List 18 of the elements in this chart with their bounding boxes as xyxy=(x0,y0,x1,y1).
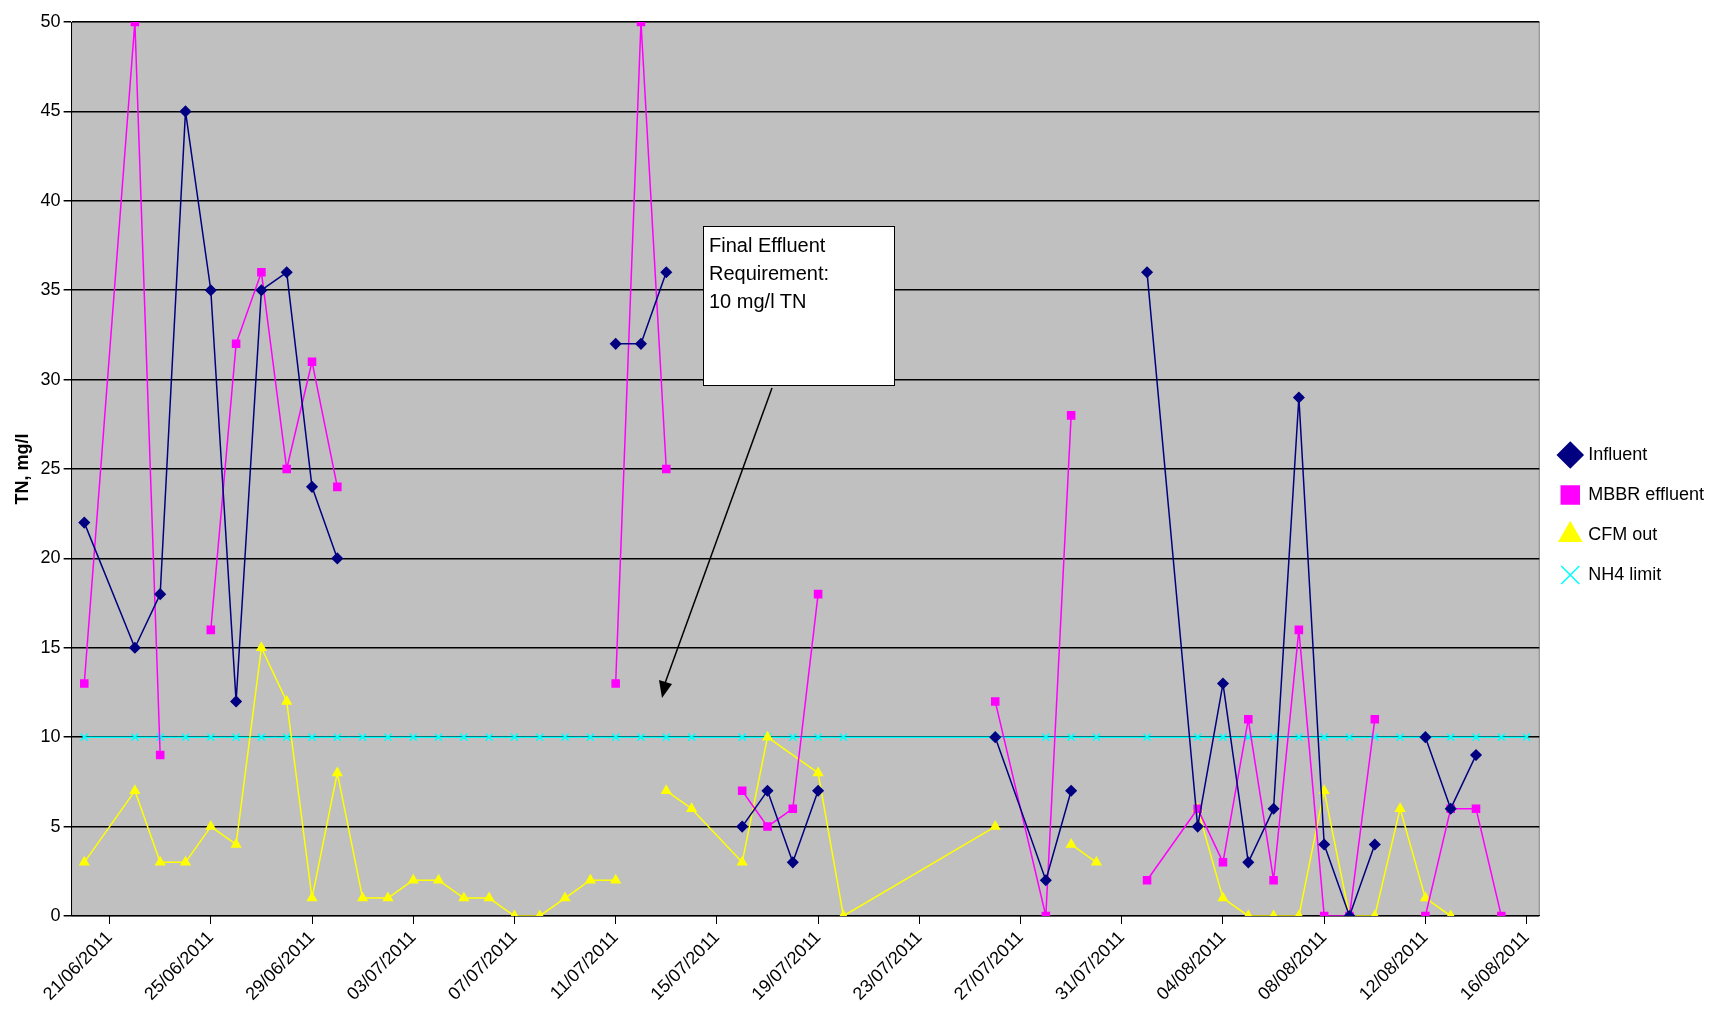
y-tick-label: 10 xyxy=(40,726,61,747)
legend-label: NH4 limit xyxy=(1588,563,1662,584)
y-tick-label: 40 xyxy=(40,189,61,210)
legend-label: Influent xyxy=(1588,443,1648,464)
y-tick-label: 35 xyxy=(40,279,61,300)
annotation: Final Effluent Requirement: 10 mg/l TN xyxy=(709,233,831,314)
legend-label: CFM out xyxy=(1588,523,1658,544)
legend-label: MBBR effluent xyxy=(1588,483,1705,504)
y-tick-label: 45 xyxy=(40,100,61,121)
y-tick-label: 50 xyxy=(40,10,61,31)
y-axis-title: TN, mg/l xyxy=(11,433,32,505)
y-tick-label: 15 xyxy=(40,636,61,657)
callout-box: Final Effluent Requirement: 10 mg/l TN xyxy=(703,226,895,386)
y-tick-label: 5 xyxy=(50,815,61,836)
y-tick-label: 30 xyxy=(40,368,61,389)
y-tick-label: 25 xyxy=(40,457,61,478)
y-tick-label: 20 xyxy=(40,547,61,568)
y-tick-label: 0 xyxy=(50,904,61,925)
